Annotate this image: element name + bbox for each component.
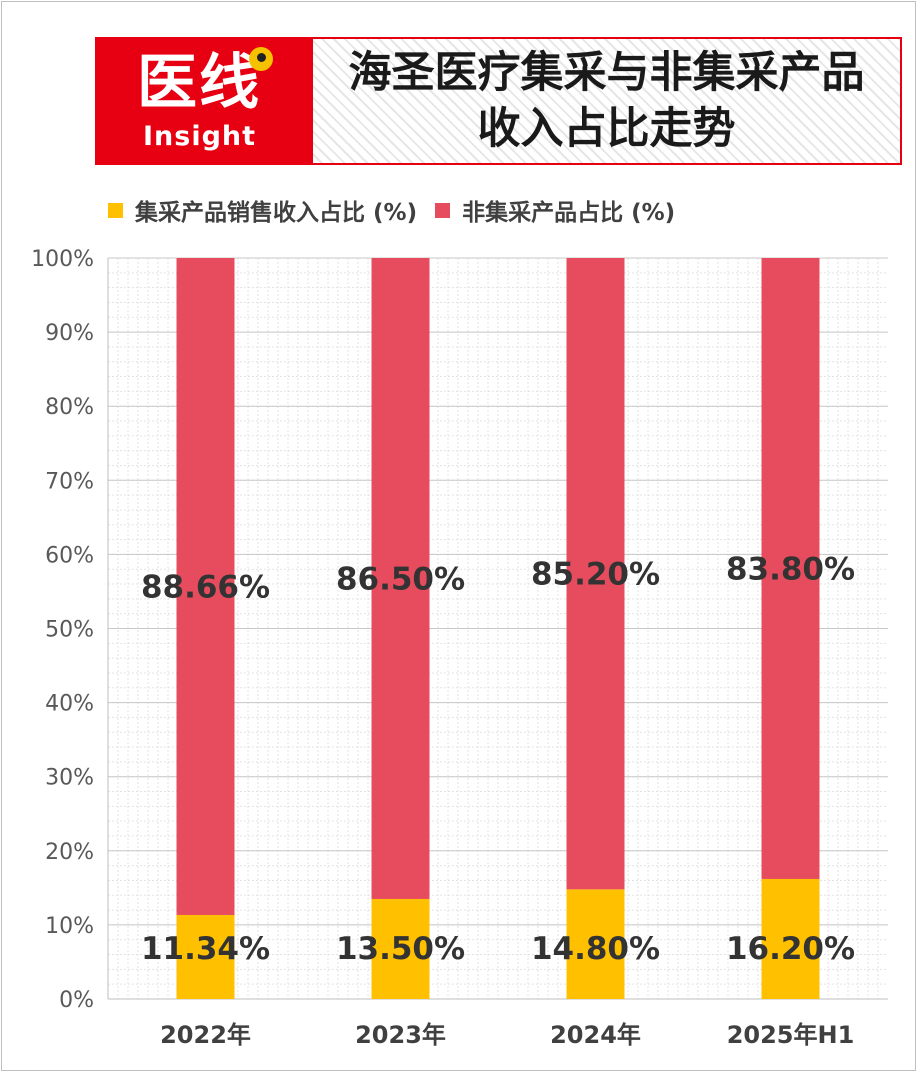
bar-segment-non-vbp — [176, 258, 235, 915]
y-tick-label: 60% — [45, 543, 94, 568]
y-tick-label: 40% — [45, 692, 94, 717]
y-tick-label: 20% — [45, 840, 94, 865]
bar-segment-vbp — [176, 914, 235, 999]
title-line-2: 收入占比走势 — [477, 104, 736, 154]
legend-swatch-non-vbp — [435, 202, 451, 218]
bar-segment-non-vbp — [761, 258, 820, 879]
y-tick-label: 50% — [45, 618, 94, 643]
title-line-1: 海圣医疗集采与非集采产品 — [348, 48, 865, 98]
logo-eye-icon — [249, 47, 273, 71]
data-label-non-vbp: 83.80% — [726, 551, 855, 587]
legend-item-vbp: 集采产品销售收入占比 (%) — [108, 193, 417, 227]
y-tick-label: 90% — [45, 321, 94, 346]
y-tick-label: 80% — [45, 395, 94, 420]
brand-logo: 医线 Insight — [97, 39, 313, 163]
header-banner: 医线 Insight 海圣医疗集采与非集采产品 收入占比走势 — [95, 37, 902, 165]
bar-segment-vbp — [761, 878, 820, 999]
chart-title: 海圣医疗集采与非集采产品 收入占比走势 — [313, 39, 900, 163]
x-tick-label: 2025年H1 — [727, 1021, 855, 1049]
y-tick-label: 70% — [45, 469, 94, 494]
data-label-vbp: 14.80% — [531, 931, 660, 967]
x-tick-label: 2023年 — [355, 1021, 446, 1049]
logo-subtext: Insight — [143, 121, 257, 152]
x-tick-label: 2022年 — [160, 1021, 251, 1049]
y-tick-label: 100% — [31, 247, 94, 272]
y-tick-label: 10% — [45, 914, 94, 939]
legend-label-vbp: 集采产品销售收入占比 (%) — [135, 200, 418, 226]
y-tick-label: 30% — [45, 766, 94, 791]
data-label-non-vbp: 85.20% — [531, 557, 660, 593]
y-tick-label: 0% — [59, 988, 94, 1013]
x-tick-label: 2024年 — [550, 1021, 641, 1049]
bar-segment-non-vbp — [371, 258, 430, 899]
data-label-vbp: 16.20% — [726, 931, 855, 967]
data-label-non-vbp: 86.50% — [336, 561, 465, 597]
data-label-vbp: 11.34% — [141, 931, 270, 967]
logo-text: 医线 — [137, 48, 261, 118]
bar-segment-vbp — [566, 889, 625, 999]
bar-segment-non-vbp — [566, 258, 625, 890]
data-label-vbp: 13.50% — [336, 931, 465, 967]
legend-label-non-vbp: 非集采产品占比 (%) — [462, 200, 676, 226]
legend-item-non-vbp: 非集采产品占比 (%) — [435, 193, 675, 227]
legend: 集采产品销售收入占比 (%) 非集采产品占比 (%) — [108, 193, 693, 227]
data-label-non-vbp: 88.66% — [141, 569, 270, 605]
bar-segment-vbp — [371, 898, 430, 999]
legend-swatch-vbp — [108, 202, 123, 218]
